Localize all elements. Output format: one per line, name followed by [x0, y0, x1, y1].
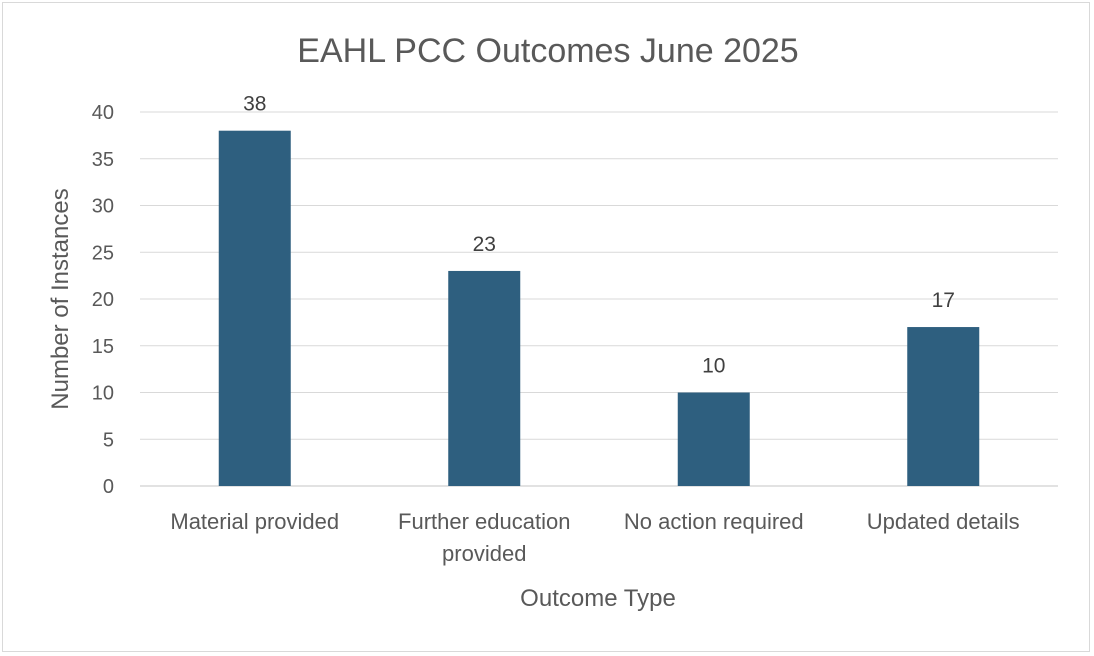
y-tick-label: 40	[92, 102, 114, 124]
data-label: 23	[473, 233, 496, 256]
data-labels: 38 23 10 17	[243, 93, 955, 378]
chart-title: EAHL PCC Outcomes June 2025	[297, 32, 798, 70]
y-axis-title: Number of Instances	[47, 188, 74, 409]
x-category-label: provided	[442, 541, 526, 566]
bars	[218, 130, 980, 486]
x-category-label: Updated details	[867, 509, 1020, 534]
bar	[218, 130, 291, 486]
y-tick-label: 30	[92, 196, 114, 218]
bar	[677, 392, 750, 486]
y-tick-label: 35	[92, 149, 114, 171]
x-category-label: Further education	[398, 509, 570, 534]
bar	[907, 327, 980, 486]
y-tick-label: 20	[92, 289, 114, 311]
gridlines	[140, 111, 1058, 487]
y-tick-label: 25	[92, 242, 114, 264]
data-label: 38	[243, 93, 266, 116]
data-label: 10	[702, 355, 725, 378]
y-tick-label: 0	[103, 476, 114, 498]
x-axis-title: Outcome Type	[520, 585, 676, 612]
x-category-label: No action required	[624, 509, 804, 534]
y-axis-ticks: 0 5 10 15 20 25 30 35 40	[92, 102, 114, 498]
x-axis-categories: Material provided Further education provid…	[170, 509, 1019, 566]
x-category-label: Material provided	[170, 509, 339, 534]
data-label: 17	[932, 289, 955, 312]
bar	[448, 270, 521, 486]
y-tick-label: 5	[103, 429, 114, 451]
y-tick-label: 15	[92, 336, 114, 358]
y-tick-label: 10	[92, 383, 114, 405]
